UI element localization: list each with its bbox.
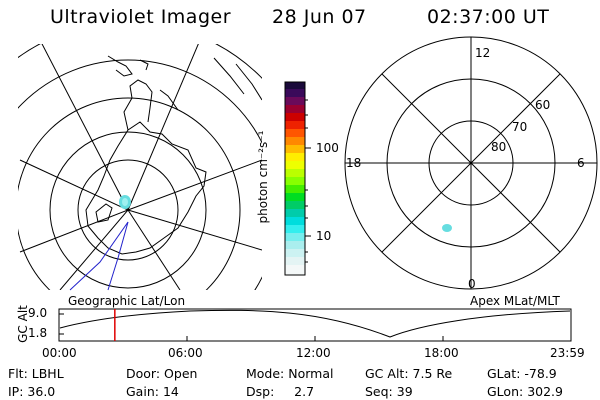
- ice-shelf-coast: [95, 203, 113, 223]
- door-value: Open: [164, 366, 198, 381]
- lat-circle-3: [18, 97, 241, 290]
- gain-value: 14: [162, 384, 179, 399]
- glat-label: GLat: -78.9: [487, 366, 557, 381]
- date-label: 28 Jun 07: [272, 6, 367, 28]
- x-tick-1800: 18:00: [424, 346, 459, 360]
- glon-label: GLon: 302.9: [487, 384, 563, 399]
- mode-value: Normal: [288, 366, 334, 381]
- dsp-value: 2.7: [294, 384, 315, 399]
- mlt-label-18: 18: [346, 156, 362, 170]
- instrument-title: Ultraviolet Imager: [50, 6, 232, 28]
- mlt-label-6: 6: [577, 156, 585, 170]
- altitude-curve: [59, 309, 571, 338]
- mlat-label-70: 70: [512, 120, 528, 134]
- peninsula-coast: [123, 79, 153, 131]
- lat-circle-4: [18, 59, 262, 290]
- x-tick-0600: 06:00: [168, 346, 203, 360]
- aurora-spot-mag: [442, 224, 452, 232]
- altitude-plot: [58, 308, 572, 342]
- filter-value: LBHL: [31, 366, 64, 381]
- gcalt-label: GC Alt: 7.5 Re: [365, 366, 453, 381]
- lat-circle-2: [49, 131, 207, 289]
- mlt-label-12: 12: [475, 46, 491, 60]
- dsp-label: Dsp: 2.7: [246, 384, 315, 399]
- lat-circle-1: [77, 159, 179, 261]
- filter-label: Flt: LBHL: [8, 366, 64, 381]
- colorbar-unit-label: photon cm⁻²s⁻¹: [256, 130, 270, 224]
- ip-value: 36.0: [27, 384, 56, 399]
- glon-value: 302.9: [527, 384, 563, 399]
- gain-label: Gain: 14: [126, 384, 179, 399]
- colorbar-tick-10: 10: [316, 229, 332, 243]
- ip-label: IP: 36.0: [8, 384, 56, 399]
- antarctic-coast: [85, 121, 207, 255]
- alt-tick-high: 9.0: [28, 306, 48, 320]
- mode-label: Mode: Normal: [246, 366, 334, 381]
- seq-value: 39: [396, 384, 413, 399]
- alt-tick-low: 1.8: [28, 326, 48, 340]
- time-label: 02:37:00 UT: [427, 6, 550, 28]
- door-label: Door: Open: [126, 366, 198, 381]
- seq-label: Seq: 39: [365, 384, 413, 399]
- satellite-track: [69, 221, 129, 291]
- gcalt-value: 7.5 Re: [412, 366, 453, 381]
- x-tick-2359: 23:59: [550, 346, 585, 360]
- colorbar-tick-100: 100: [316, 141, 339, 155]
- mlat-label-80: 80: [491, 140, 507, 154]
- colorbar: [284, 81, 311, 276]
- geo-caption: Geographic Lat/Lon: [68, 294, 186, 308]
- x-tick-0000: 00:00: [42, 346, 77, 360]
- south-america-coast: [107, 55, 133, 77]
- apex-caption: Apex MLat/MLT: [470, 294, 560, 308]
- glat-value: -78.9: [524, 366, 557, 381]
- magnetic-polar-plot: [344, 36, 598, 290]
- mlt-label-0: 0: [468, 277, 476, 291]
- x-tick-1200: 12:00: [296, 346, 331, 360]
- mlat-label-60: 60: [535, 98, 551, 112]
